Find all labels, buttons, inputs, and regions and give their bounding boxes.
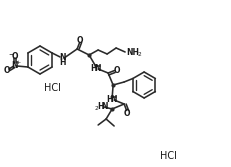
Text: H: H bbox=[59, 57, 65, 66]
Text: HCl: HCl bbox=[160, 151, 176, 161]
Text: N: N bbox=[12, 60, 18, 69]
Text: O: O bbox=[77, 36, 83, 44]
Text: O: O bbox=[114, 65, 120, 74]
Text: H: H bbox=[90, 63, 96, 72]
Text: H: H bbox=[106, 95, 112, 104]
Text: O: O bbox=[4, 65, 10, 74]
Text: 2: 2 bbox=[138, 51, 142, 56]
Text: −: − bbox=[9, 51, 14, 56]
Text: HCl: HCl bbox=[44, 83, 61, 93]
Text: N: N bbox=[94, 63, 100, 72]
Text: N: N bbox=[110, 95, 116, 104]
Text: +: + bbox=[16, 60, 21, 65]
Text: N: N bbox=[101, 102, 107, 111]
Text: O: O bbox=[12, 51, 18, 60]
Text: 2: 2 bbox=[94, 106, 98, 111]
Text: H: H bbox=[97, 102, 103, 111]
Text: NH: NH bbox=[127, 47, 140, 56]
Text: N: N bbox=[59, 52, 65, 61]
Text: O: O bbox=[124, 109, 130, 118]
